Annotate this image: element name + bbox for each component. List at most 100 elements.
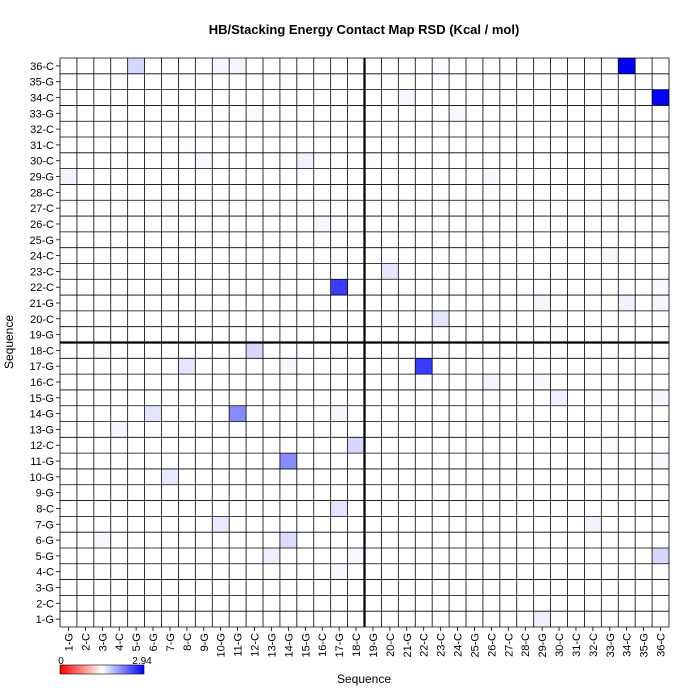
y-tick-label: 20-C [30,314,54,326]
y-tick-label: 3-G [36,582,54,594]
y-tick-label: 14-G [30,409,54,421]
heatmap-cell [533,374,551,390]
x-tick-label: 3-G [97,633,109,651]
y-tick-label: 32-C [30,124,54,136]
x-tick-label: 23-C [436,633,448,657]
heatmap-cell [246,342,263,359]
heatmap-cell [482,168,500,185]
x-tick-label: 12-C [250,633,262,657]
y-tick-label: 15-G [30,393,54,405]
x-tick-label: 35-G [639,633,651,657]
y-tick-label: 4-C [36,567,54,579]
heatmap-cell [330,563,348,580]
x-tick-label: 5-G [131,633,143,651]
x-tick-label: 36-C [656,633,668,657]
x-tick-label: 27-C [503,633,515,657]
heatmap-cell [279,532,297,548]
heatmap-cell [195,152,213,169]
heatmap-cell [161,468,179,485]
x-tick-label: 28-C [520,633,532,657]
y-tick-label: 29-G [30,172,54,184]
heatmap-cell [652,279,669,296]
x-tick-label: 25-G [469,633,481,657]
x-tick-label: 18-C [351,633,363,657]
axis-ticks: 1-G 1-G 2-C 2-C 3-G 3-G 4-C 4-C 5-G 5-G 6-G 6-G 7-G 7… [30,61,668,658]
y-tick-label: 22-C [30,282,54,294]
y-tick-label: 26-C [30,219,54,231]
y-tick-label: 35-G [30,77,54,89]
heatmap-cell [178,137,196,153]
x-tick-label: 1-G [63,633,75,651]
heatmap-cell [652,453,669,469]
legend-max-label: 2.94 [132,656,152,667]
x-tick-label: 15-G [300,633,312,657]
y-tick-label: 7-G [36,519,54,531]
y-tick-label: 8-C [36,503,54,515]
heatmap-cell [550,389,568,406]
y-tick-label: 12-C [30,440,54,452]
color-legend: 0 2.94 [58,656,152,675]
heatmap-cell [330,405,348,422]
x-tick-label: 8-C [182,633,194,651]
heatmap-cell [279,453,297,469]
x-tick-label: 21-G [402,633,414,657]
y-tick-label: 10-G [30,472,54,484]
y-tick-label: 21-G [30,298,54,310]
heatmap-cell [449,105,466,122]
legend-color-bar [59,664,145,675]
heatmap-cell [533,611,551,627]
heatmap-cell [432,310,450,327]
heatmap-cell [415,374,433,390]
heatmap-cell [313,216,331,232]
x-axis-label: Sequence [337,672,391,686]
y-tick-label: 6-G [36,535,54,547]
heatmap-cell [279,358,297,375]
x-tick-label: 4-C [114,633,126,651]
heatmap-cell [347,547,365,564]
y-tick-label: 9-G [36,488,54,500]
heatmap-grid [59,57,670,628]
heatmap-cell [550,326,568,343]
heatmap-cell [229,58,247,74]
x-tick-label: 11-G [233,633,245,657]
y-tick-label: 2-C [36,598,54,610]
heatmap-cell [296,152,314,169]
heatmap-cell [364,152,382,169]
x-tick-label: 24-C [453,633,465,657]
x-tick-label: 34-C [622,633,634,657]
x-tick-label: 13-G [266,633,278,657]
x-tick-label: 33-G [605,633,617,657]
y-tick-label: 11-G [30,456,54,468]
heatmap-cell [212,58,230,74]
heatmap-cell [652,389,669,406]
heatmap-cell [212,516,230,533]
x-tick-label: 7-G [165,633,177,651]
x-tick-label: 26-C [486,633,498,657]
x-tick-label: 14-G [283,633,295,657]
heatmap-cell [330,279,348,296]
y-tick-label: 28-C [30,187,54,199]
x-tick-label: 9-G [199,633,211,651]
y-tick-label: 33-G [30,108,54,120]
y-tick-label: 36-C [30,61,54,73]
heatmap-cell [347,437,365,454]
x-tick-label: 6-G [148,633,160,651]
heatmap-cell [533,295,551,311]
x-tick-label: 2-C [80,633,92,651]
heatmap-cell [381,263,399,280]
x-tick-label: 32-C [588,633,600,657]
heatmap-cell [618,295,636,311]
heatmap-cell [178,358,196,375]
legend-min-label: 0 [58,656,64,667]
heatmap-cell [652,89,669,106]
heatmap-cell [263,547,280,564]
heatmap-cells [60,58,669,627]
x-tick-label: 10-G [216,633,228,657]
y-tick-label: 31-C [30,140,54,152]
x-tick-label: 20-C [385,633,397,657]
y-tick-label: 17-G [30,361,54,373]
heatmap-cell [330,500,348,517]
y-tick-label: 5-G [36,551,54,563]
heatmap-cell [246,105,263,122]
